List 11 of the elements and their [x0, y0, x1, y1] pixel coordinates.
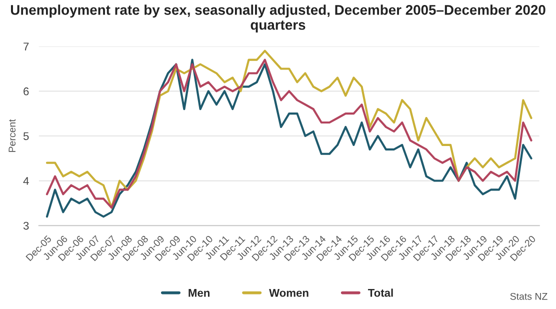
- y-tick-label: 6: [24, 87, 29, 96]
- legend-label: Total: [368, 288, 393, 297]
- y-tick-label: 5: [23, 132, 29, 140]
- y-tick-label: 3: [23, 222, 29, 230]
- y-tick-label: 4: [23, 177, 29, 185]
- y-axis-title: Percent: [8, 119, 16, 152]
- chart-title: Unemployment rate by sex, seasonally adjusted, December 2005–December 2020 quarters: [10, 4, 546, 33]
- legend-label: Women: [269, 289, 308, 297]
- text: Stats NZ: [510, 292, 548, 300]
- y-tick-label: 7: [24, 42, 29, 50]
- legend-label: Men: [188, 289, 210, 297]
